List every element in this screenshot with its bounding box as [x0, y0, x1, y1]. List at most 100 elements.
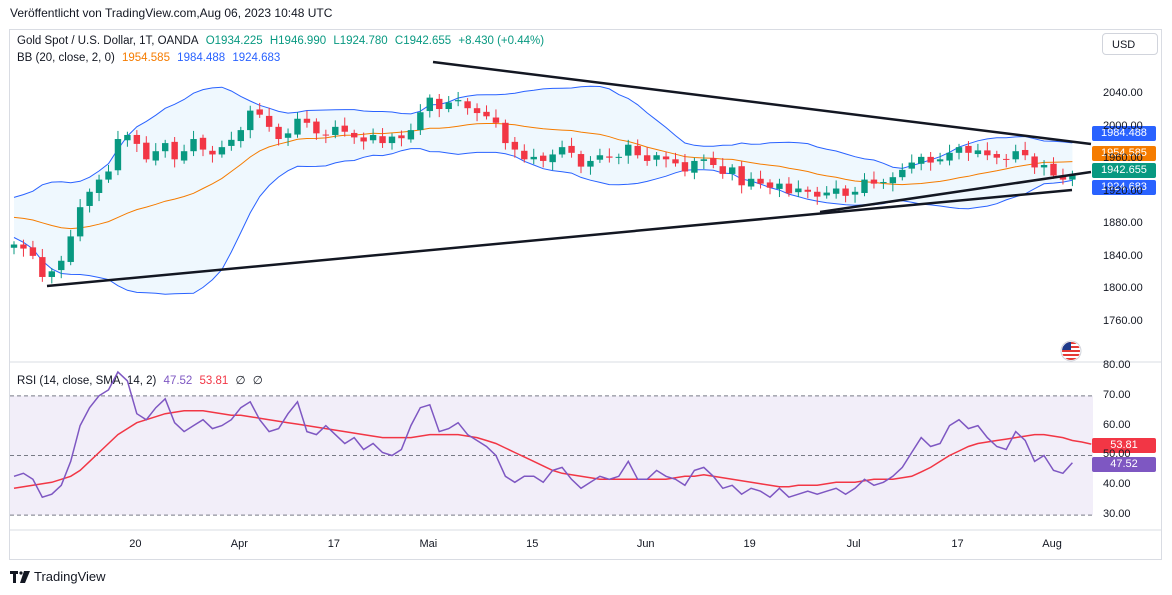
rsi-axis-tick: 70.00 [1103, 388, 1131, 401]
candle-body [388, 136, 396, 144]
candle-body [454, 100, 462, 102]
time-axis-tick: Aug [1042, 538, 1062, 550]
rsi-sma-label: 53.81 [1092, 438, 1156, 453]
candle-body [634, 145, 641, 156]
candle-body [766, 182, 774, 188]
candle-body [275, 126, 282, 140]
candle-body [804, 189, 811, 192]
candle-body [58, 260, 65, 271]
brand-footer[interactable]: TradingView [10, 569, 106, 584]
candle-body [568, 145, 575, 153]
candle-body [625, 144, 632, 156]
candle-body [1040, 164, 1048, 168]
change-value: +8.430 (+0.44%) [458, 35, 545, 47]
price-axis-tick: 1960.00 [1103, 152, 1143, 165]
candle-body [265, 115, 273, 127]
candle-body [86, 191, 93, 206]
candle-body [606, 156, 613, 158]
trendline-upper [432, 60, 1092, 146]
candle-body [360, 137, 367, 142]
candle-body [29, 247, 37, 256]
us-flag-icon[interactable] [1060, 340, 1082, 367]
candle-body [1069, 173, 1076, 180]
open-value: O1934.225 [205, 35, 263, 47]
candle-body [653, 155, 660, 160]
candle-body [313, 121, 320, 134]
candle-body [700, 159, 708, 161]
candle-body [615, 156, 622, 158]
candle-body [681, 162, 689, 172]
candle-body [407, 130, 415, 140]
price-axis-tick: 1880.00 [1103, 217, 1143, 230]
candle-body [39, 257, 46, 277]
candle-body [228, 139, 235, 146]
candle-body [190, 139, 197, 152]
candle-body [369, 134, 377, 141]
chart-frame [9, 29, 1162, 560]
candle-body [955, 147, 963, 153]
candle-body [417, 112, 424, 131]
candle-body [247, 110, 254, 131]
candle-body [445, 102, 452, 110]
bb-label[interactable]: BB (20, close, 2, 0) [17, 52, 115, 64]
candle-body [643, 155, 651, 161]
candle-body [899, 169, 906, 178]
candle-body [379, 136, 386, 144]
candle-body [814, 191, 821, 197]
currency-selector[interactable]: USD [1102, 33, 1158, 55]
candle-body [993, 154, 1000, 158]
symbol-title[interactable]: Gold Spot / U.S. Dollar, 1T, OANDA [17, 35, 199, 47]
rsi-label-tag: 47.52 [1092, 457, 1156, 472]
rsi-label[interactable]: RSI (14, close, SMA, 14, 2) [17, 375, 157, 387]
candle-body [10, 244, 18, 248]
candle-body [540, 155, 547, 161]
candle-body [729, 167, 736, 174]
candle-body [587, 160, 594, 167]
candle-body [776, 183, 783, 189]
empty-set-icon: ∅ [235, 375, 246, 387]
price-axis-tick: 1840.00 [1103, 249, 1143, 262]
tradingview-logo-icon [10, 570, 30, 583]
candle-body [1012, 151, 1019, 160]
candle-body [322, 134, 330, 136]
lower-band-label: 1924.683 [1092, 180, 1156, 195]
rsi-axis-tick: 30.00 [1103, 508, 1131, 521]
candle-body [530, 156, 537, 160]
candle-body [303, 118, 311, 123]
candle-body [691, 160, 698, 173]
price-axis-tick: 2000.00 [1103, 119, 1143, 132]
time-axis-tick: Jun [636, 538, 655, 550]
rsi-value: 47.52 [163, 375, 193, 387]
candle-body [747, 178, 755, 187]
upper-band-label: 1984.488 [1092, 126, 1156, 141]
rsi-axis-tick: 80.00 [1103, 359, 1131, 371]
candle-body [76, 207, 84, 237]
candle-body [294, 118, 301, 135]
candle-body [870, 179, 878, 184]
candle-body [341, 125, 348, 132]
candle-body [502, 122, 509, 144]
candle-body [171, 141, 178, 160]
candle-body [180, 151, 188, 161]
candle-body [596, 155, 604, 160]
bb-upper-value: 1984.488 [177, 52, 226, 64]
candle-body [577, 154, 585, 167]
candle-body [738, 166, 745, 186]
last-price-label: 1942.655 [1092, 163, 1156, 178]
empty-set-icon: ∅ [252, 375, 263, 387]
rsi-sma-value: 53.81 [199, 375, 229, 387]
time-axis-tick: 17 [951, 538, 964, 550]
candle-body [114, 139, 122, 171]
candle-body [332, 126, 339, 135]
bb-lower-value: 1924.683 [232, 52, 281, 64]
candle-body [464, 101, 471, 109]
candle-body [48, 271, 55, 277]
candle-body [795, 188, 802, 193]
candle-body [1031, 156, 1038, 168]
time-axis-tick: 20 [129, 538, 142, 550]
candle-body [672, 159, 679, 164]
price-axis-tick: 1800.00 [1103, 282, 1143, 295]
candle-body [398, 135, 405, 139]
candle-body [662, 156, 670, 160]
time-axis-tick: Apr [230, 538, 248, 550]
